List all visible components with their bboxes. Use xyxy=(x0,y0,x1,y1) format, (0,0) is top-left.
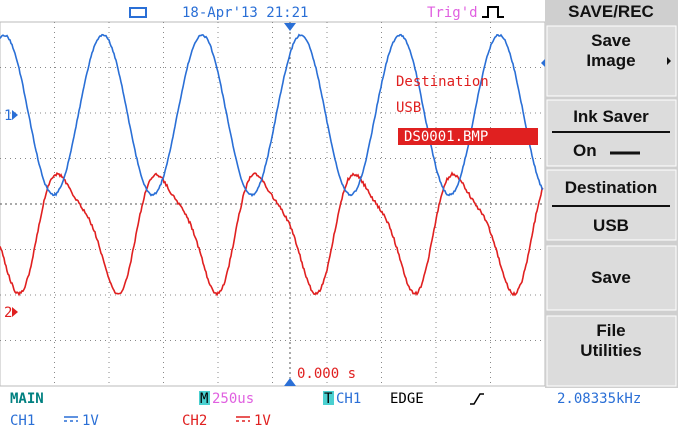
menu-title: SAVE/REC xyxy=(568,2,654,21)
trigger-source: CH1 xyxy=(336,391,361,407)
ch2-name: CH2 xyxy=(182,413,207,429)
ch2-scale: 1V xyxy=(254,413,271,429)
dc-icon xyxy=(236,417,250,421)
button-label: Save xyxy=(591,268,631,287)
timebase: 250us xyxy=(212,391,254,407)
button-value: On xyxy=(573,141,597,160)
button-label: Destination xyxy=(565,178,658,197)
ch1-scale: 1V xyxy=(82,413,99,429)
overlay-label: Destination xyxy=(396,74,489,90)
trigger-icon xyxy=(482,7,504,17)
ch1-name: CH1 xyxy=(10,413,35,429)
trigger-type: EDGE xyxy=(390,391,424,407)
slope-icon xyxy=(470,394,484,404)
usb-icon xyxy=(130,8,146,17)
timebase-tag: M xyxy=(200,391,208,407)
overlay-filename: DS0001.BMP xyxy=(404,129,488,145)
dc-icon xyxy=(64,417,78,421)
ch2-marker: 2 xyxy=(4,305,12,321)
mode: MAIN xyxy=(10,391,44,407)
overlay-device: USB xyxy=(396,100,421,116)
trigger-tag: T xyxy=(324,391,333,407)
trigger-status: Trig'd xyxy=(427,5,478,21)
display: 18-Apr'13 21:21 Trig'd Destination USB D… xyxy=(0,0,678,434)
button-label: Ink Saver xyxy=(573,107,649,126)
button-label: SaveImage xyxy=(586,31,635,70)
ch1-marker: 1 xyxy=(4,108,12,124)
datetime: 18-Apr'13 21:21 xyxy=(182,5,308,21)
oscilloscope-screen: 18-Apr'13 21:21 Trig'd Destination USB D… xyxy=(0,0,678,434)
menu-button[interactable]: Destination USB xyxy=(547,170,676,240)
menu-button[interactable]: FileUtilities xyxy=(547,316,676,386)
menu-button[interactable]: SaveImage xyxy=(547,26,676,96)
time-offset: 0.000 s xyxy=(297,366,356,382)
menu-button[interactable]: Save xyxy=(547,246,676,310)
button-value: USB xyxy=(593,216,629,235)
menu-button[interactable]: Ink Saver On xyxy=(547,100,676,166)
frequency: 2.08335kHz xyxy=(557,391,641,407)
